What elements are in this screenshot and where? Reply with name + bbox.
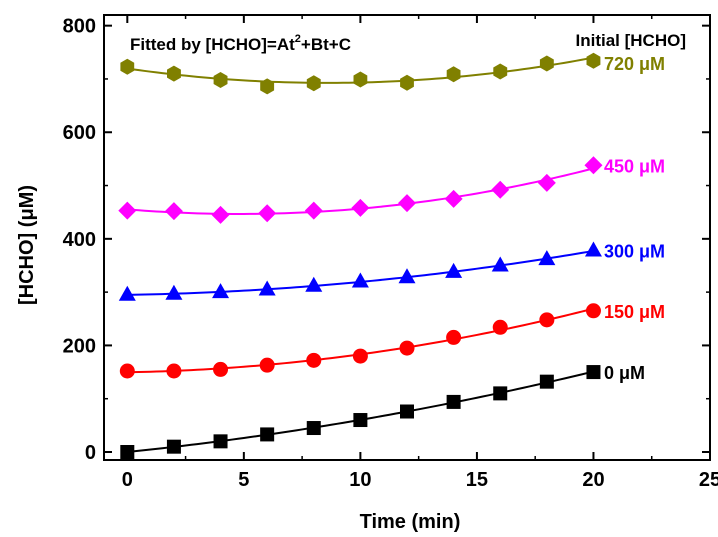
- data-point: [400, 74, 414, 91]
- y-axis-label: [HCHO] (μM): [16, 185, 38, 305]
- data-point: [446, 394, 461, 409]
- series-label: 300 μM: [604, 242, 665, 262]
- data-point: [446, 329, 462, 345]
- fit-annotation-prefix: Fitted by [HCHO]=At: [130, 35, 295, 54]
- data-point: [446, 66, 461, 83]
- data-point: [306, 352, 322, 368]
- data-point: [304, 201, 323, 220]
- data-markers: [118, 52, 603, 460]
- x-tick-label: 25: [699, 469, 718, 491]
- data-point: [166, 363, 182, 379]
- y-tick-label: 800: [63, 16, 96, 38]
- data-point: [351, 198, 370, 217]
- x-tick-label: 10: [349, 469, 371, 491]
- series-labels: 0 μM 150 μM 300 μM 450 μM 720 μM: [604, 54, 665, 383]
- data-point: [584, 241, 602, 257]
- data-point: [353, 71, 368, 88]
- data-point: [539, 374, 554, 389]
- fit-curves: [127, 56, 594, 454]
- data-point: [258, 204, 277, 223]
- data-point: [351, 272, 369, 288]
- plot-area: [103, 14, 711, 461]
- data-point: [492, 319, 508, 335]
- data-point: [537, 173, 556, 192]
- data-point: [493, 63, 508, 80]
- data-point: [260, 78, 275, 95]
- data-point: [118, 285, 136, 301]
- data-point: [493, 386, 508, 401]
- data-point: [259, 357, 275, 373]
- fit-annotation-suffix: +Bt+C: [301, 35, 351, 54]
- data-point: [166, 439, 181, 454]
- data-point: [167, 65, 181, 82]
- data-point: [305, 276, 323, 292]
- x-axis-label: Time (min): [360, 511, 461, 533]
- data-point: [398, 194, 416, 213]
- data-point: [164, 202, 183, 221]
- series-label: 0 μM: [604, 363, 645, 383]
- data-point: [539, 55, 554, 72]
- data-point: [118, 201, 137, 220]
- data-point: [585, 303, 601, 319]
- series-label: 450 μM: [604, 156, 665, 176]
- data-point: [306, 421, 321, 436]
- series-label: 720 μM: [604, 54, 665, 74]
- x-tick-label: 0: [122, 469, 133, 491]
- plot-frame: [103, 14, 711, 461]
- axis-ticks: 0 5 10 15 20 25 0 200 400 600 800: [63, 15, 718, 491]
- data-point: [120, 445, 135, 460]
- data-point: [399, 340, 415, 356]
- data-point: [445, 262, 463, 278]
- data-point: [211, 205, 230, 224]
- data-point: [584, 156, 603, 175]
- data-point: [586, 365, 601, 380]
- data-point: [586, 52, 601, 69]
- data-point: [260, 427, 275, 442]
- data-point: [165, 284, 183, 300]
- data-point: [400, 404, 414, 419]
- legend-title: Initial [HCHO]: [576, 31, 687, 50]
- data-point: [539, 312, 555, 328]
- data-point: [212, 283, 230, 299]
- y-tick-label: 200: [63, 335, 96, 357]
- data-point: [491, 180, 510, 199]
- data-point: [120, 58, 135, 75]
- data-point: [352, 348, 368, 364]
- data-point: [444, 189, 463, 208]
- data-point: [398, 268, 416, 284]
- data-point: [213, 434, 228, 449]
- series-label: 150 μM: [604, 302, 665, 322]
- data-point: [213, 361, 229, 377]
- x-tick-label: 15: [466, 469, 488, 491]
- data-point: [119, 363, 135, 379]
- fit-annotation-exponent: 2: [295, 33, 301, 45]
- data-point: [353, 413, 368, 428]
- x-tick-label: 5: [238, 469, 249, 491]
- data-point: [491, 256, 509, 272]
- fit-line: [127, 370, 594, 454]
- data-point: [538, 250, 556, 266]
- y-tick-label: 600: [63, 122, 96, 144]
- x-tick-label: 20: [582, 469, 604, 491]
- y-tick-label: 400: [63, 229, 96, 251]
- y-tick-label: 0: [85, 442, 96, 464]
- data-point: [306, 75, 321, 92]
- data-point: [258, 280, 276, 296]
- data-point: [213, 72, 228, 88]
- fit-annotation: Fitted by [HCHO]=At2+Bt+C: [130, 33, 351, 54]
